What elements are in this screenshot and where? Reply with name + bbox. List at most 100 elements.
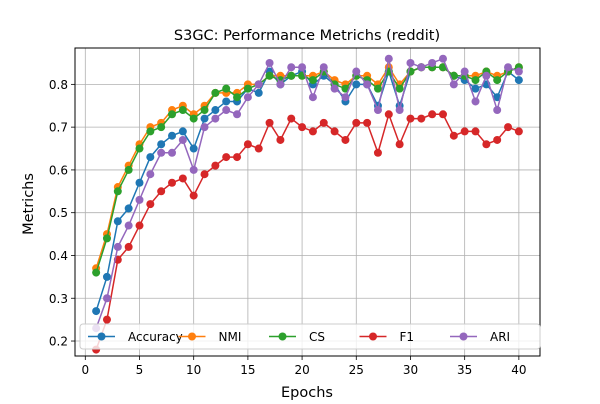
series-line xyxy=(95,57,520,329)
data-point xyxy=(135,144,144,153)
data-point xyxy=(254,144,263,153)
data-point xyxy=(460,127,469,136)
data-point xyxy=(373,84,382,93)
legend-label: Accuracy xyxy=(128,330,183,344)
data-point xyxy=(428,58,437,67)
data-point xyxy=(265,118,274,127)
data-point xyxy=(298,123,307,132)
legend-label: NMI xyxy=(219,330,242,344)
data-point xyxy=(460,67,469,76)
data-point xyxy=(243,84,252,93)
data-point xyxy=(168,131,177,140)
data-point xyxy=(102,234,111,243)
y-tick-label: 0.6 xyxy=(49,163,68,177)
data-point xyxy=(482,140,491,149)
data-point xyxy=(471,84,480,93)
data-point xyxy=(352,118,361,127)
data-point xyxy=(157,148,166,157)
data-point xyxy=(211,114,220,123)
data-point xyxy=(471,97,480,106)
plot-frame xyxy=(74,47,541,357)
data-point xyxy=(406,114,415,123)
data-point xyxy=(211,88,220,97)
y-tick-label: 0.2 xyxy=(49,335,68,349)
data-point xyxy=(438,110,447,119)
data-point xyxy=(168,148,177,157)
chart-title: S3GC: Performance Metrichs (reddit) xyxy=(174,28,440,44)
x-tick-label: 30 xyxy=(403,363,418,377)
data-point xyxy=(124,204,133,213)
data-point xyxy=(482,71,491,80)
data-point xyxy=(308,76,317,85)
data-point xyxy=(135,221,144,230)
x-tick-label: 35 xyxy=(457,363,472,377)
data-point xyxy=(113,217,122,226)
data-point xyxy=(287,71,296,80)
x-tick-label: 0 xyxy=(81,363,89,377)
data-point xyxy=(102,272,111,281)
data-point xyxy=(233,93,242,102)
data-point xyxy=(211,161,220,170)
data-point xyxy=(395,84,404,93)
data-point xyxy=(200,170,209,179)
data-point xyxy=(222,106,231,115)
data-point xyxy=(243,93,252,102)
data-point xyxy=(102,294,111,303)
data-point xyxy=(211,106,220,115)
data-point xyxy=(417,63,426,72)
data-point xyxy=(298,63,307,72)
legend-item-accuracy: Accuracy xyxy=(88,330,183,344)
data-point xyxy=(319,63,328,72)
series-line xyxy=(95,111,520,350)
data-point xyxy=(352,67,361,76)
data-point xyxy=(308,127,317,136)
data-point xyxy=(395,140,404,149)
data-point xyxy=(276,135,285,144)
data-point xyxy=(428,110,437,119)
series-ari xyxy=(92,54,523,333)
data-point xyxy=(438,54,447,63)
data-point xyxy=(92,268,101,277)
data-point xyxy=(504,63,513,72)
data-point xyxy=(189,114,198,123)
data-point xyxy=(102,315,111,324)
data-point xyxy=(200,123,209,132)
data-point xyxy=(493,106,502,115)
data-point xyxy=(330,127,339,136)
data-point xyxy=(146,200,155,209)
data-point xyxy=(514,127,523,136)
legend-item-nmi: NMI xyxy=(178,330,242,344)
x-tick-label: 10 xyxy=(186,363,201,377)
y-tick-label: 0.3 xyxy=(49,292,68,306)
data-point xyxy=(449,131,458,140)
data-point xyxy=(384,54,393,63)
x-tick-label: 25 xyxy=(349,363,364,377)
data-point xyxy=(157,140,166,149)
data-point xyxy=(373,148,382,157)
data-point xyxy=(384,110,393,119)
y-axis: 0.2 0.3 0.4 0.5 0.6 0.7 0.8 xyxy=(49,78,75,349)
data-point xyxy=(189,191,198,200)
data-point xyxy=(319,118,328,127)
data-point xyxy=(373,106,382,115)
y-tick-label: 0.7 xyxy=(49,121,68,135)
data-point xyxy=(254,80,263,89)
data-point xyxy=(363,118,372,127)
legend-item-ari: ARI xyxy=(450,330,510,344)
x-tick-label: 40 xyxy=(511,363,526,377)
data-point xyxy=(168,178,177,187)
data-point xyxy=(493,76,502,85)
data-point xyxy=(113,187,122,196)
data-point xyxy=(124,165,133,174)
data-point xyxy=(233,153,242,162)
data-point xyxy=(113,242,122,251)
legend-item-cs: CS xyxy=(269,330,325,344)
data-point xyxy=(352,80,361,89)
data-point xyxy=(514,67,523,76)
data-point xyxy=(135,178,144,187)
data-point xyxy=(330,84,339,93)
data-point xyxy=(200,114,209,123)
legend-marker xyxy=(97,332,106,341)
legend-item-f1: F1 xyxy=(359,330,414,344)
data-point xyxy=(265,58,274,67)
